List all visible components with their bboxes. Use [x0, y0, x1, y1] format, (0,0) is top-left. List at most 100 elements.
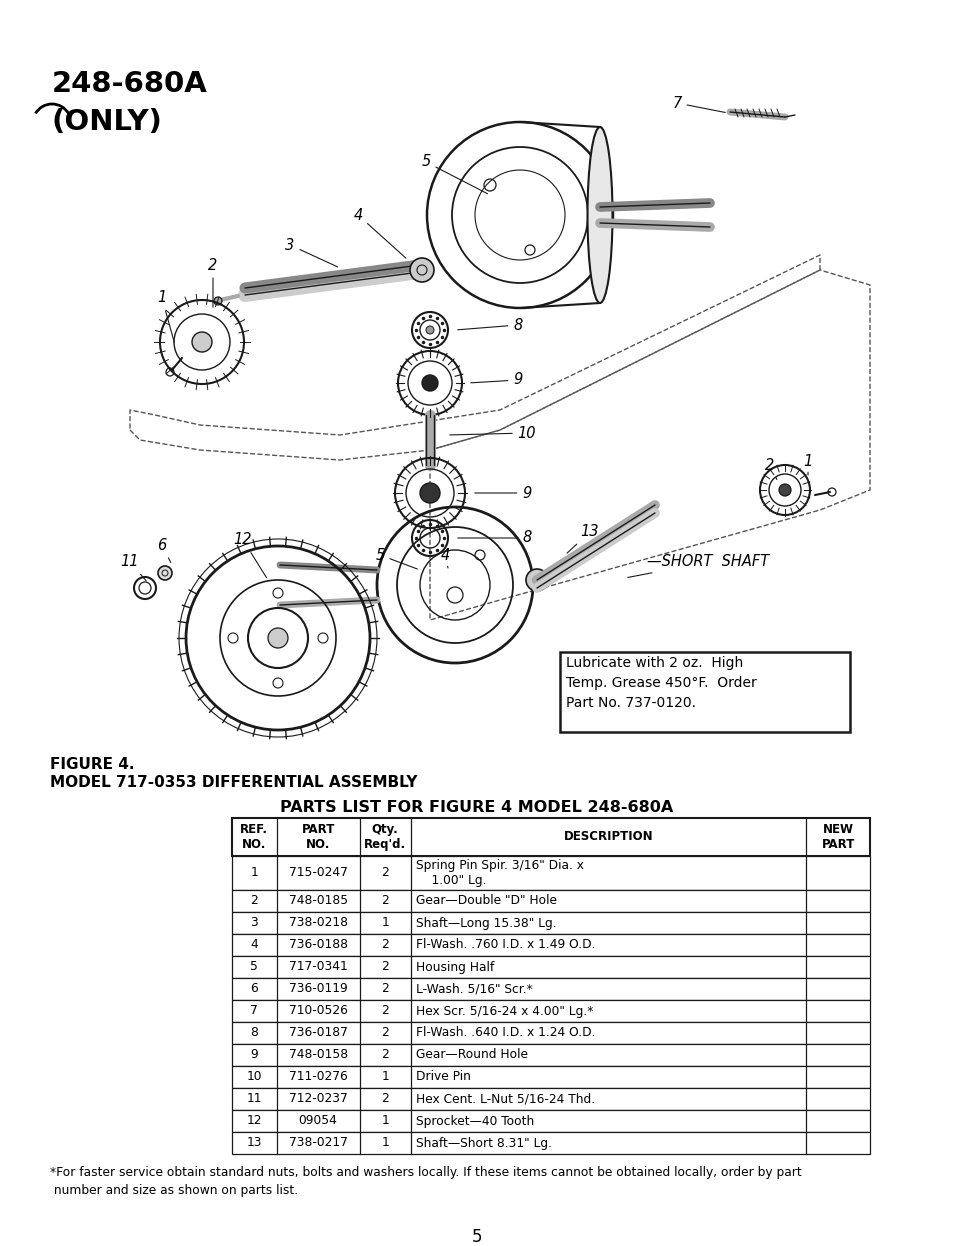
Text: 717-0341: 717-0341: [289, 961, 347, 973]
Text: 1: 1: [157, 290, 174, 343]
Bar: [232, 1044, 869, 1067]
Text: Drive Pin: Drive Pin: [416, 1070, 470, 1084]
Bar: [232, 1001, 869, 1022]
Text: 715-0247: 715-0247: [289, 866, 347, 880]
Text: Shaft—Short 8.31" Lg.: Shaft—Short 8.31" Lg.: [416, 1136, 551, 1150]
Bar: [559, 652, 849, 731]
Text: 2: 2: [381, 1004, 389, 1018]
Bar: [232, 912, 869, 934]
Text: Spring Pin Spir. 3/16" Dia. x
    1.00" Lg.: Spring Pin Spir. 3/16" Dia. x 1.00" Lg.: [416, 858, 583, 887]
Text: 5: 5: [375, 547, 417, 569]
Text: 8: 8: [457, 531, 531, 546]
Text: Lubricate with 2 oz.  High
Temp. Grease 450°F.  Order
Part No. 737-0120.: Lubricate with 2 oz. High Temp. Grease 4…: [565, 655, 756, 710]
Text: 2: 2: [381, 895, 389, 907]
Text: 748-0158: 748-0158: [288, 1048, 347, 1062]
Text: Qty.
Req'd.: Qty. Req'd.: [364, 824, 406, 851]
Text: Sprocket—40 Tooth: Sprocket—40 Tooth: [416, 1114, 534, 1128]
Text: 1: 1: [381, 1114, 389, 1128]
Circle shape: [525, 569, 547, 591]
Text: 11: 11: [121, 554, 146, 581]
Text: Shaft—Long 15.38" Lg.: Shaft—Long 15.38" Lg.: [416, 917, 556, 930]
Text: FIGURE 4.: FIGURE 4.: [50, 758, 134, 773]
Text: 7: 7: [251, 1004, 258, 1018]
Circle shape: [410, 258, 434, 282]
Text: 8: 8: [250, 1027, 258, 1039]
Text: 9: 9: [475, 486, 531, 501]
Text: NEW
PART: NEW PART: [821, 824, 854, 851]
Text: Hex Scr. 5/16-24 x 4.00" Lg.*: Hex Scr. 5/16-24 x 4.00" Lg.*: [416, 1004, 593, 1018]
Text: L-Wash. 5/16" Scr.*: L-Wash. 5/16" Scr.*: [416, 983, 532, 996]
Text: 6: 6: [251, 983, 258, 996]
Text: —SHORT  SHAFT: —SHORT SHAFT: [627, 554, 768, 577]
Text: 2: 2: [381, 1027, 389, 1039]
Text: 1: 1: [381, 917, 389, 930]
Text: PART
NO.: PART NO.: [301, 824, 335, 851]
Text: 3: 3: [251, 917, 258, 930]
Bar: [232, 956, 869, 978]
Text: 1: 1: [802, 455, 812, 475]
Text: 12: 12: [233, 532, 266, 578]
Text: 4: 4: [353, 208, 406, 258]
Text: 6: 6: [157, 537, 171, 562]
Text: 748-0185: 748-0185: [288, 895, 347, 907]
Text: 2: 2: [381, 961, 389, 973]
Text: 1: 1: [251, 866, 258, 880]
Text: 5: 5: [471, 1229, 482, 1246]
Text: 10: 10: [449, 425, 536, 441]
Bar: [232, 1133, 869, 1154]
Text: Hex Cent. L-Nut 5/16-24 Thd.: Hex Cent. L-Nut 5/16-24 Thd.: [416, 1093, 594, 1105]
Text: 09054: 09054: [298, 1114, 337, 1128]
Text: Gear—Double "D" Hole: Gear—Double "D" Hole: [416, 895, 556, 907]
Text: 710-0526: 710-0526: [289, 1004, 347, 1018]
Text: Housing Half: Housing Half: [416, 961, 494, 973]
Circle shape: [213, 297, 222, 305]
Text: 2: 2: [381, 1048, 389, 1062]
Text: Gear—Round Hole: Gear—Round Hole: [416, 1048, 527, 1062]
Text: 2: 2: [764, 457, 776, 480]
Text: 1: 1: [381, 1070, 389, 1084]
Text: 8: 8: [457, 318, 522, 333]
Circle shape: [192, 331, 212, 353]
Text: 712-0237: 712-0237: [289, 1093, 347, 1105]
Bar: [232, 1110, 869, 1133]
Text: 738-0217: 738-0217: [289, 1136, 347, 1150]
Text: 738-0218: 738-0218: [289, 917, 347, 930]
Circle shape: [421, 375, 437, 391]
Bar: [232, 1022, 869, 1044]
Ellipse shape: [587, 127, 612, 303]
Text: 9: 9: [251, 1048, 258, 1062]
Text: 13: 13: [246, 1136, 262, 1150]
Bar: [232, 856, 869, 890]
Text: DESCRIPTION: DESCRIPTION: [563, 831, 653, 844]
Text: 2: 2: [381, 983, 389, 996]
Text: 10: 10: [246, 1070, 262, 1084]
Bar: [232, 1088, 869, 1110]
Text: 2: 2: [251, 895, 258, 907]
Text: 5: 5: [421, 155, 487, 193]
Text: 2: 2: [381, 938, 389, 952]
Text: Fl-Wash. .760 I.D. x 1.49 O.D.: Fl-Wash. .760 I.D. x 1.49 O.D.: [416, 938, 595, 952]
Circle shape: [158, 566, 172, 579]
Text: 2: 2: [381, 1093, 389, 1105]
Text: 248-680A: 248-680A: [52, 70, 208, 98]
Text: 711-0276: 711-0276: [289, 1070, 347, 1084]
Text: 1: 1: [381, 1136, 389, 1150]
Text: 736-0188: 736-0188: [289, 938, 347, 952]
Text: 4: 4: [251, 938, 258, 952]
Text: PARTS LIST FOR FIGURE 4 MODEL 248-680A: PARTS LIST FOR FIGURE 4 MODEL 248-680A: [280, 800, 673, 815]
Text: Fl-Wash. .640 I.D. x 1.24 O.D.: Fl-Wash. .640 I.D. x 1.24 O.D.: [416, 1027, 595, 1039]
Text: 9: 9: [470, 373, 522, 388]
Bar: [232, 978, 869, 1001]
Text: 12: 12: [246, 1114, 262, 1128]
Bar: [232, 1067, 869, 1088]
Text: 2: 2: [208, 258, 217, 308]
Text: MODEL 717-0353 DIFFERENTIAL ASSEMBLY: MODEL 717-0353 DIFFERENTIAL ASSEMBLY: [50, 775, 417, 790]
Circle shape: [268, 628, 288, 648]
Text: *For faster service obtain standard nuts, bolts and washers locally. If these it: *For faster service obtain standard nuts…: [50, 1166, 801, 1197]
Bar: [232, 819, 869, 856]
Bar: [232, 890, 869, 912]
Text: 5: 5: [250, 961, 258, 973]
Text: 11: 11: [246, 1093, 262, 1105]
Text: 736-0187: 736-0187: [289, 1027, 347, 1039]
Circle shape: [779, 483, 790, 496]
